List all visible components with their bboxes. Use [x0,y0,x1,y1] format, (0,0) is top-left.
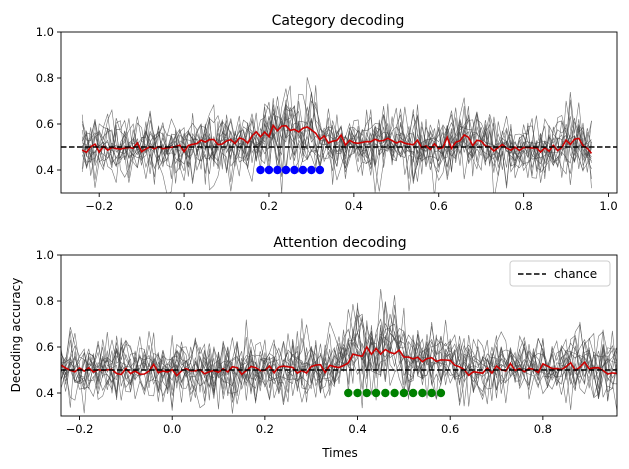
significance-marker-3 [362,388,371,398]
x-tick-label: 0.6 [441,422,459,436]
significance-marker-6 [390,388,399,398]
subject-line-13 [81,97,592,192]
legend-box [509,260,611,287]
x-tick-label: 0.8 [514,199,532,213]
y-tick-label: 1.0 [36,25,54,39]
subject-line-15 [81,85,592,184]
x-tick-label: 0.2 [256,422,274,436]
x-tick-label: 0.4 [348,422,366,436]
x-tick-label: 0.6 [430,199,448,213]
y-tick-label: 0.6 [36,340,54,354]
legend-label: chance [554,267,597,281]
category-plot-area: −0.2 0.0 0.2 0.4 0.6 0.8 1.0 0.4 0.6 0.8 1.0 [36,25,618,213]
significance-marker-1 [344,388,353,398]
x-tick-label: 0.4 [345,199,363,213]
axes-frame [60,254,618,417]
mean-line [61,345,617,377]
x-tick-label: −0.2 [66,422,94,436]
series-group [81,77,593,193]
y-tick-label: 0.4 [36,386,54,400]
attention-decoding-panel: Attention decoding −0.2 0.0 0.2 0.4 0.6 0.8 0.… [9,235,618,460]
x-tick-label: 0.0 [175,199,193,213]
legend: chance [509,260,611,287]
significance-marker-8 [315,165,325,175]
y-tick-label: 0.6 [36,117,54,131]
significance-marker-3 [273,165,282,175]
significance-marker-8 [408,388,418,398]
category-title: Category decoding [272,13,405,29]
attention-plot-area: −0.2 0.0 0.2 0.4 0.6 0.8 0.4 0.6 0.8 1.0 chance [36,248,618,436]
significance-marker-1 [256,165,265,175]
attention-title: Attention decoding [273,235,406,251]
significance-marker-5 [381,388,390,398]
x-tick-label: 0.8 [534,422,552,436]
significance-marker-9 [418,388,427,398]
subject-line-13 [61,302,617,412]
subject-line-14 [81,96,592,192]
significance-marker-10 [427,388,436,398]
subject-line-15 [61,295,617,407]
subject-line-7 [81,105,592,193]
y-tick-label: 0.4 [36,163,54,177]
x-tick-label: −0.2 [85,199,113,213]
significance-marker-2 [264,165,274,175]
subject-line-14 [61,308,617,403]
significance-marker-5 [290,165,299,175]
significance-marker-7 [399,388,409,398]
x-tick-label: 0.2 [260,199,278,213]
significance-marker-4 [371,388,381,398]
y-tick-label: 0.8 [36,294,54,308]
y-tick-label: 1.0 [36,248,54,262]
subject-line-2 [81,85,592,193]
x-tick-label: 0.0 [163,422,181,436]
axes-frame [60,31,618,194]
x-axis-label: Times [321,446,358,460]
x-tick-label: 1.0 [599,199,617,213]
y-tick-label: 0.8 [36,71,54,85]
mean-line [81,123,593,154]
significance-marker-7 [307,165,316,175]
significance-marker-2 [353,388,362,398]
significance-marker-4 [281,165,291,175]
subject-line-9 [61,307,617,408]
category-decoding-panel: Category decoding −0.2 0.0 0.2 0.4 0.6 0.8 1.0… [36,13,618,213]
significance-marker-11 [436,388,446,398]
significance-marker-6 [298,165,308,175]
series-group [61,288,617,414]
y-axis-label: Decoding accuracy [9,278,23,393]
